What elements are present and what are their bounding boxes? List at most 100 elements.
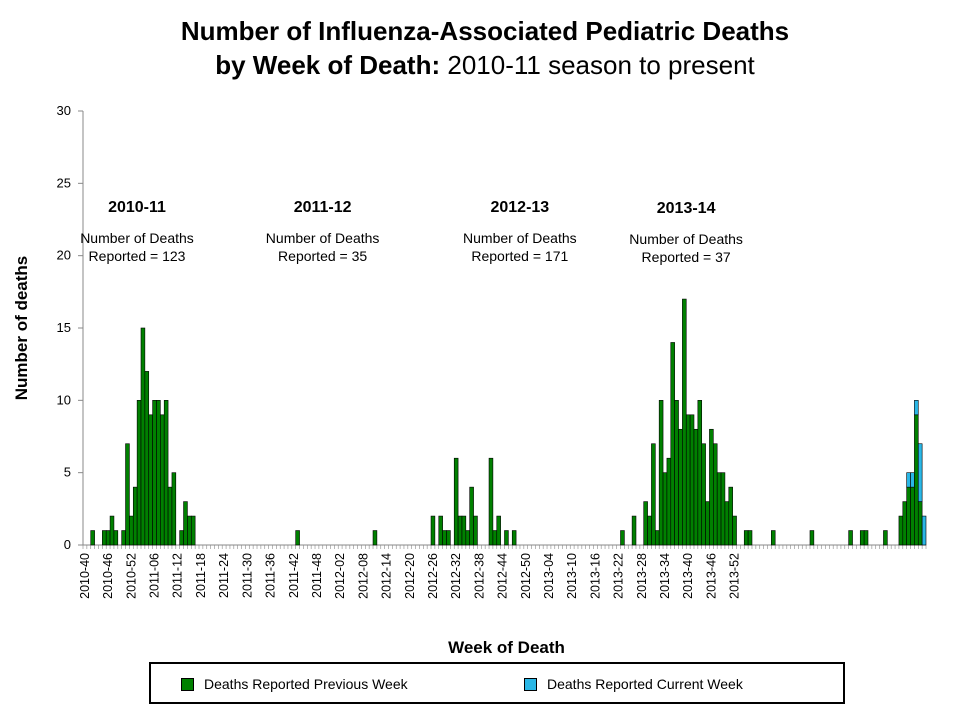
x-tick-label: 2011-36 (264, 553, 278, 598)
x-tick-label: 2012-32 (449, 553, 463, 599)
bar-previous (859, 530, 865, 546)
bar-previous (732, 515, 737, 546)
x-tick-label: 2013-46 (704, 553, 718, 599)
bar-previous (724, 501, 730, 546)
bar-previous (917, 501, 923, 546)
legend-item-current: Deaths Reported Current Week (524, 676, 743, 692)
bar-previous (685, 414, 691, 546)
bar-previous (647, 515, 652, 546)
bar-previous (631, 515, 637, 546)
x-tick-label: 2012-50 (519, 553, 533, 599)
bar-previous (438, 515, 443, 546)
bar-previous (504, 530, 509, 546)
title-line-2-bold: by Week of Death: (215, 50, 441, 80)
bar-previous (457, 515, 463, 546)
y-tick-label: 25 (57, 175, 71, 190)
bar-previous (183, 501, 188, 546)
bar-previous (295, 530, 300, 546)
bar-previous (469, 486, 474, 546)
bar-previous (167, 486, 173, 546)
bar-previous (701, 443, 706, 546)
bar-previous (163, 400, 169, 546)
bar-previous (121, 530, 126, 546)
bar-previous (863, 530, 869, 546)
bar-previous (720, 472, 726, 546)
season-deaths-line2: Reported = 123 (89, 248, 186, 264)
season-deaths-line1: Number of Deaths (629, 231, 743, 247)
bar-previous (658, 400, 664, 546)
x-tick-label: 2011-48 (310, 553, 324, 598)
bar-previous (488, 457, 494, 546)
y-tick-label: 0 (64, 537, 71, 552)
bar-chart: 0 5 10 15 20 25 30 Number of deaths 2010-40 2010-… (12, 103, 927, 657)
bar-previous (743, 530, 749, 546)
bar-previous (697, 400, 703, 546)
y-tick-label: 15 (57, 320, 71, 335)
bar-previous (148, 414, 153, 546)
x-tick-label: 2011-30 (240, 553, 254, 598)
bar-previous (716, 472, 722, 546)
season-label: 2012-13 (490, 199, 549, 216)
bar-previous (442, 530, 447, 546)
x-tick-label: 2013-34 (658, 553, 672, 599)
bar-previous (102, 530, 107, 546)
legend-label-previous: Deaths Reported Previous Week (204, 676, 408, 692)
bar-previous (129, 515, 134, 546)
legend-swatch-current (524, 677, 537, 691)
x-tick-label: 2010-46 (101, 553, 115, 599)
x-tick-label: 2012-20 (403, 553, 417, 599)
bar-previous (689, 414, 695, 546)
bar-previous (125, 443, 130, 546)
bar-previous (187, 515, 192, 546)
bar-previous (883, 530, 888, 546)
bar-previous (902, 501, 907, 546)
x-axis-label: Week of Death (448, 638, 565, 657)
bar-previous (678, 428, 683, 546)
title-line-2: by Week of Death: 2010-11 season to pres… (0, 48, 960, 82)
bar-previous (910, 486, 915, 546)
bar-previous (156, 400, 161, 546)
season-label: 2013-14 (657, 200, 716, 217)
bar-previous (728, 486, 733, 546)
bar-previous (190, 515, 196, 546)
x-tick-label: 2011-18 (194, 553, 208, 598)
x-tick-label: 2012-02 (333, 553, 347, 599)
bar-previous (446, 530, 451, 546)
bar-previous (492, 530, 498, 546)
x-tick-label: 2013-04 (542, 553, 556, 599)
x-tick-label: 2013-28 (635, 553, 649, 599)
bar-current (914, 400, 919, 416)
season-deaths-line2: Reported = 37 (642, 249, 731, 265)
y-tick-label: 30 (57, 103, 71, 118)
x-tick-label: 2013-40 (681, 553, 695, 599)
x-tick-label: 2012-14 (380, 553, 394, 599)
bar-previous (620, 530, 625, 546)
bar-previous (674, 400, 679, 546)
x-tick-label: 2010-40 (78, 553, 92, 599)
season-deaths-line2: Reported = 35 (278, 248, 367, 264)
bar-current (921, 515, 927, 546)
x-tick-label: 2013-22 (612, 553, 626, 599)
y-axis-label: Number of deaths (12, 256, 31, 401)
x-tick-label: 2011-12 (171, 553, 185, 598)
bar-current (910, 472, 915, 488)
bar-previous (105, 530, 111, 546)
bar-previous (496, 515, 501, 546)
bar-previous (809, 530, 815, 546)
x-tick-label: 2013-52 (728, 553, 742, 599)
bar-previous (643, 501, 648, 546)
legend-swatch-previous (181, 677, 194, 691)
season-deaths-line1: Number of Deaths (463, 230, 577, 246)
legend-item-previous: Deaths Reported Previous Week (181, 676, 408, 692)
bar-previous (372, 530, 378, 546)
x-tick-label: 2013-10 (565, 553, 579, 599)
bar-previous (682, 298, 687, 546)
bar-previous (430, 515, 436, 546)
bar-previous (693, 428, 699, 546)
bar-previous (705, 501, 710, 546)
bar-previous (906, 486, 911, 546)
bar-previous (132, 486, 138, 546)
x-tick-label: 2012-38 (472, 553, 486, 599)
x-tick-label: 2012-08 (356, 553, 370, 599)
season-deaths-line1: Number of Deaths (266, 230, 380, 246)
